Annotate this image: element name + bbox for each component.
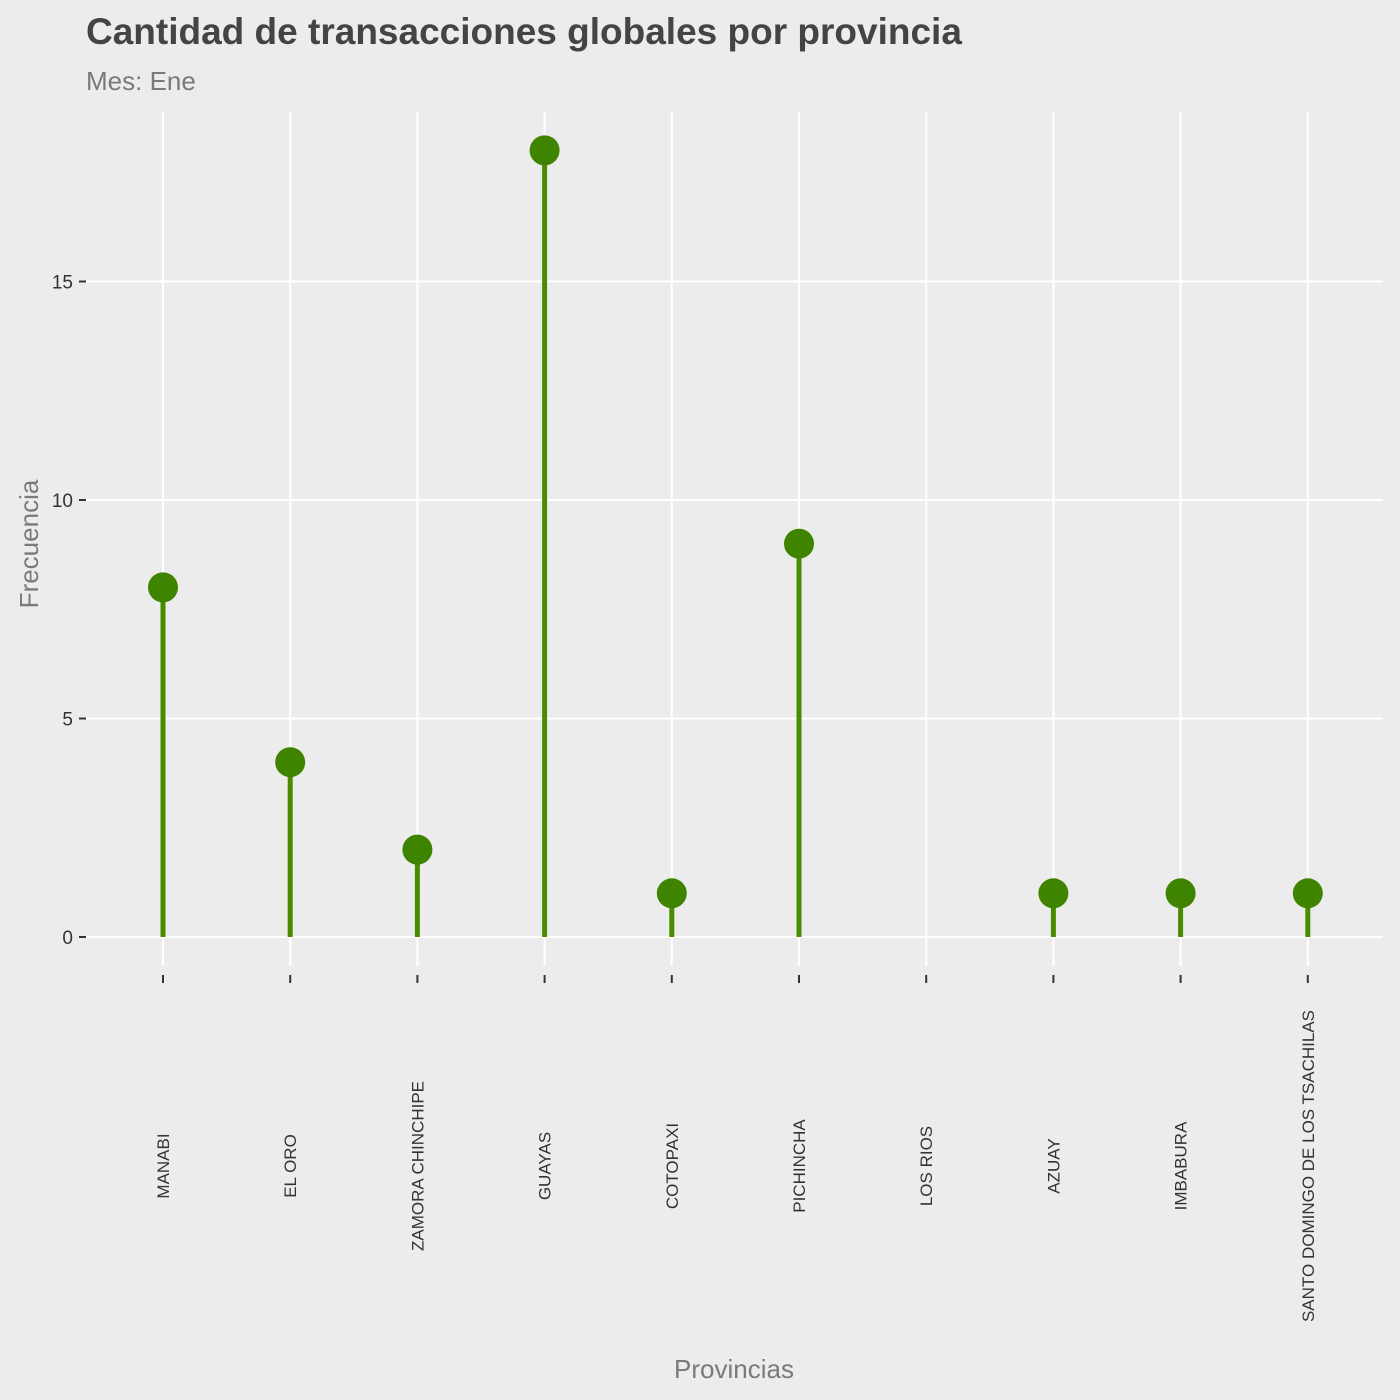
data-marks	[148, 135, 1323, 937]
grid	[86, 112, 1383, 966]
lollipop-point	[529, 135, 560, 166]
x-tick-label: MANABI	[154, 1133, 173, 1198]
lollipop-point	[1292, 878, 1323, 909]
x-tick-label: LOS RIOS	[917, 1126, 936, 1206]
lollipop-point	[402, 834, 433, 865]
chart-subtitle: Mes: Ene	[86, 66, 196, 96]
lollipop-point	[1038, 878, 1069, 909]
x-tick-label: SANTO DOMINGO DE LOS TSACHILAS	[1299, 1010, 1318, 1322]
lollipop-point	[656, 878, 687, 909]
x-axis-title: Provincias	[674, 1354, 794, 1384]
lollipop-point	[784, 528, 814, 559]
x-tick-label: ZAMORA CHINCHIPE	[408, 1081, 427, 1251]
x-tick-label: GUAYAS	[536, 1132, 555, 1200]
x-axis: MANABI EL ORO ZAMORA CHINCHIPE GUAYAS COTOPA…	[154, 975, 1318, 1322]
x-tick-label: COTOPAXI	[663, 1123, 682, 1209]
lollipop-point	[275, 747, 306, 778]
chart-title: Cantidad de transacciones globales por p…	[86, 11, 962, 52]
y-axis: 0 5 10 15	[52, 273, 86, 949]
lollipop-point	[148, 572, 178, 603]
lollipop-point	[1165, 878, 1196, 909]
y-tick-label: 10	[52, 491, 73, 512]
x-tick-label: PICHINCHA	[790, 1119, 809, 1213]
x-tick-label: IMBABURA	[1172, 1121, 1191, 1210]
y-axis-title: Frecuencia	[14, 479, 44, 608]
y-tick-label: 0	[62, 928, 73, 949]
x-tick-label: EL ORO	[281, 1134, 300, 1198]
y-tick-label: 15	[52, 273, 73, 294]
y-tick-label: 5	[62, 710, 73, 731]
x-tick-label: AZUAY	[1044, 1138, 1063, 1193]
